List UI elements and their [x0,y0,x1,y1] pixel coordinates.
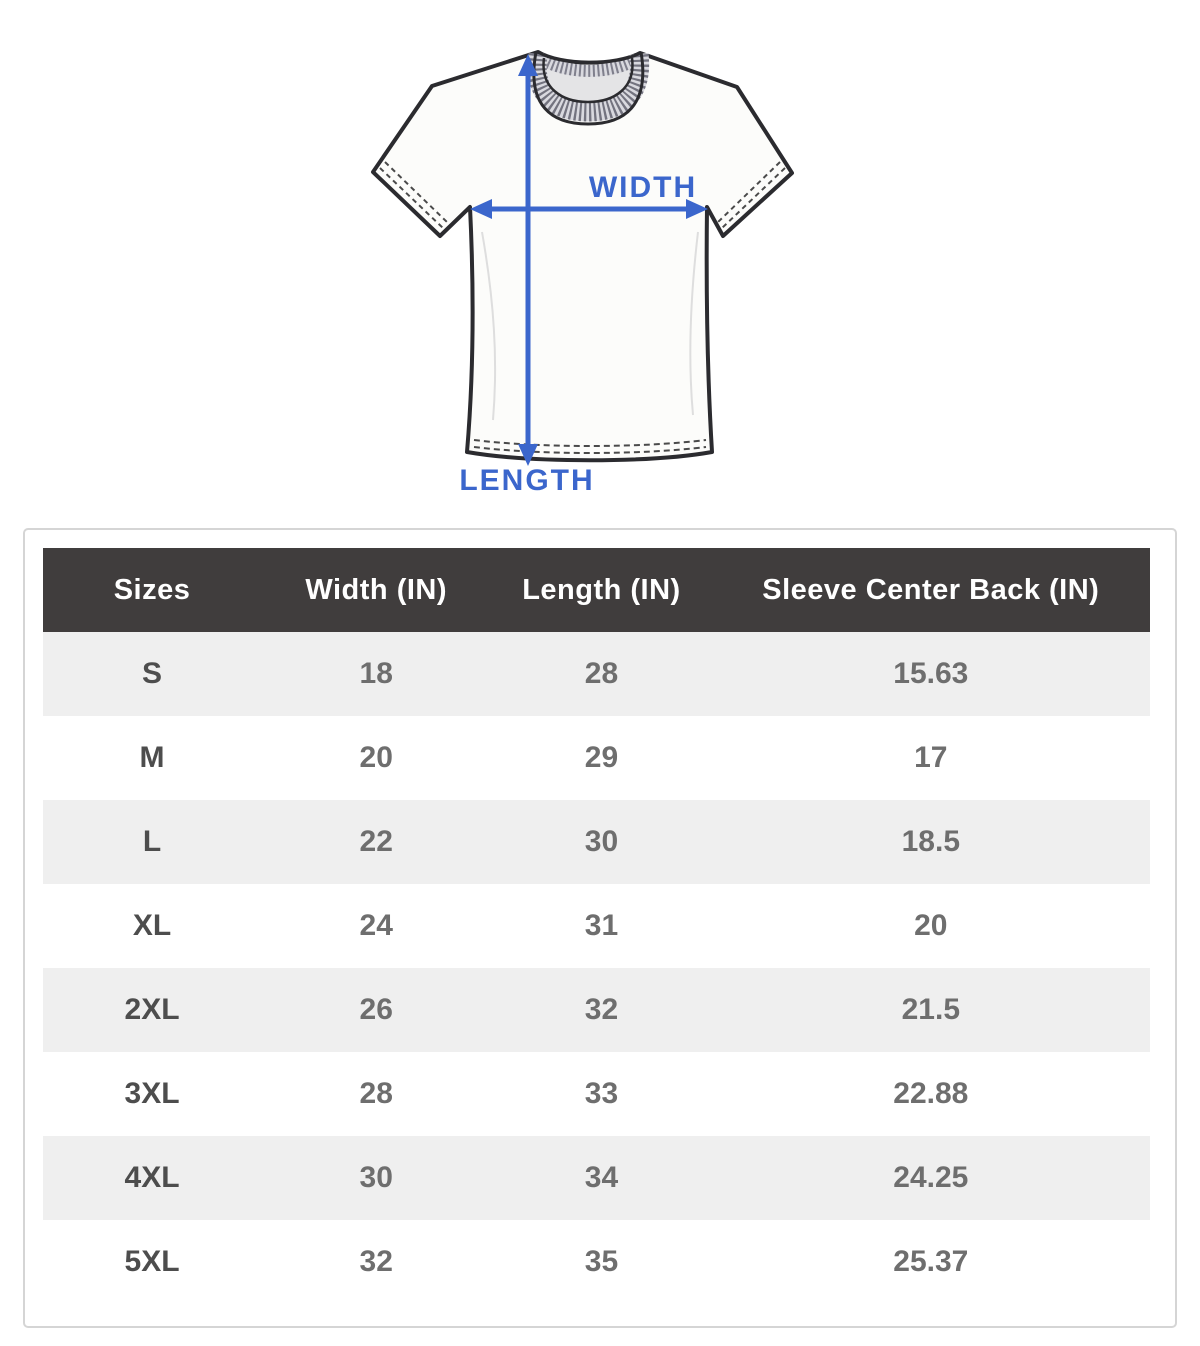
cell-sleeve: 20 [711,884,1150,968]
cell-size: S [43,632,262,716]
cell-length: 30 [491,800,712,884]
cell-size: L [43,800,262,884]
header-sizes: Sizes [43,548,262,632]
table-row: 4XL 30 34 24.25 [43,1136,1150,1220]
tshirt-diagram-svg: WIDTH LENGTH [371,50,794,497]
table-row: L 22 30 18.5 [43,800,1150,884]
cell-width: 18 [261,632,492,716]
length-arrow [518,54,538,466]
cell-width: 22 [261,800,492,884]
header-length: Length (IN) [491,548,712,632]
cell-length: 31 [491,884,712,968]
table-row: 2XL 26 32 21.5 [43,968,1150,1052]
left-sleeve-stitch [379,167,445,230]
cell-sleeve: 25.37 [711,1220,1150,1304]
table-row: XL 24 31 20 [43,884,1150,968]
cell-width: 24 [261,884,492,968]
cell-width: 30 [261,1136,492,1220]
length-label: LENGTH [459,464,594,497]
table-row: S 18 28 15.63 [43,632,1150,716]
tshirt-collar [527,50,650,126]
cell-sleeve: 17 [711,716,1150,800]
table-row: 3XL 28 33 22.88 [43,1052,1150,1136]
size-chart-table: Sizes Width (IN) Length (IN) Sleeve Cent… [43,548,1150,1304]
cell-length: 33 [491,1052,712,1136]
size-chart-panel: Sizes Width (IN) Length (IN) Sleeve Cent… [23,528,1177,1328]
cell-sleeve: 21.5 [711,968,1150,1052]
cell-width: 20 [261,716,492,800]
cell-length: 32 [491,968,712,1052]
header-sleeve: Sleeve Center Back (IN) [711,548,1150,632]
table-row: 5XL 32 35 25.37 [43,1220,1150,1304]
cell-sleeve: 18.5 [711,800,1150,884]
header-row: Sizes Width (IN) Length (IN) Sleeve Cent… [43,548,1150,632]
cell-length: 35 [491,1220,712,1304]
cell-width: 28 [261,1052,492,1136]
cell-sleeve: 22.88 [711,1052,1150,1136]
cell-width: 26 [261,968,492,1052]
cell-sleeve: 24.25 [711,1136,1150,1220]
cell-length: 34 [491,1136,712,1220]
cell-size: 5XL [43,1220,262,1304]
cell-size: 3XL [43,1052,262,1136]
header-width: Width (IN) [261,548,492,632]
cell-size: XL [43,884,262,968]
cell-sleeve: 15.63 [711,632,1150,716]
cell-width: 32 [261,1220,492,1304]
right-sleeve-stitch [720,167,786,230]
table-row: M 20 29 17 [43,716,1150,800]
cell-length: 28 [491,632,712,716]
cell-size: 2XL [43,968,262,1052]
width-arrow [470,199,708,219]
cell-length: 29 [491,716,712,800]
cell-size: 4XL [43,1136,262,1220]
cell-size: M [43,716,262,800]
width-label: WIDTH [589,171,697,204]
tshirt-measurement-diagram: WIDTH LENGTH [0,0,1200,512]
